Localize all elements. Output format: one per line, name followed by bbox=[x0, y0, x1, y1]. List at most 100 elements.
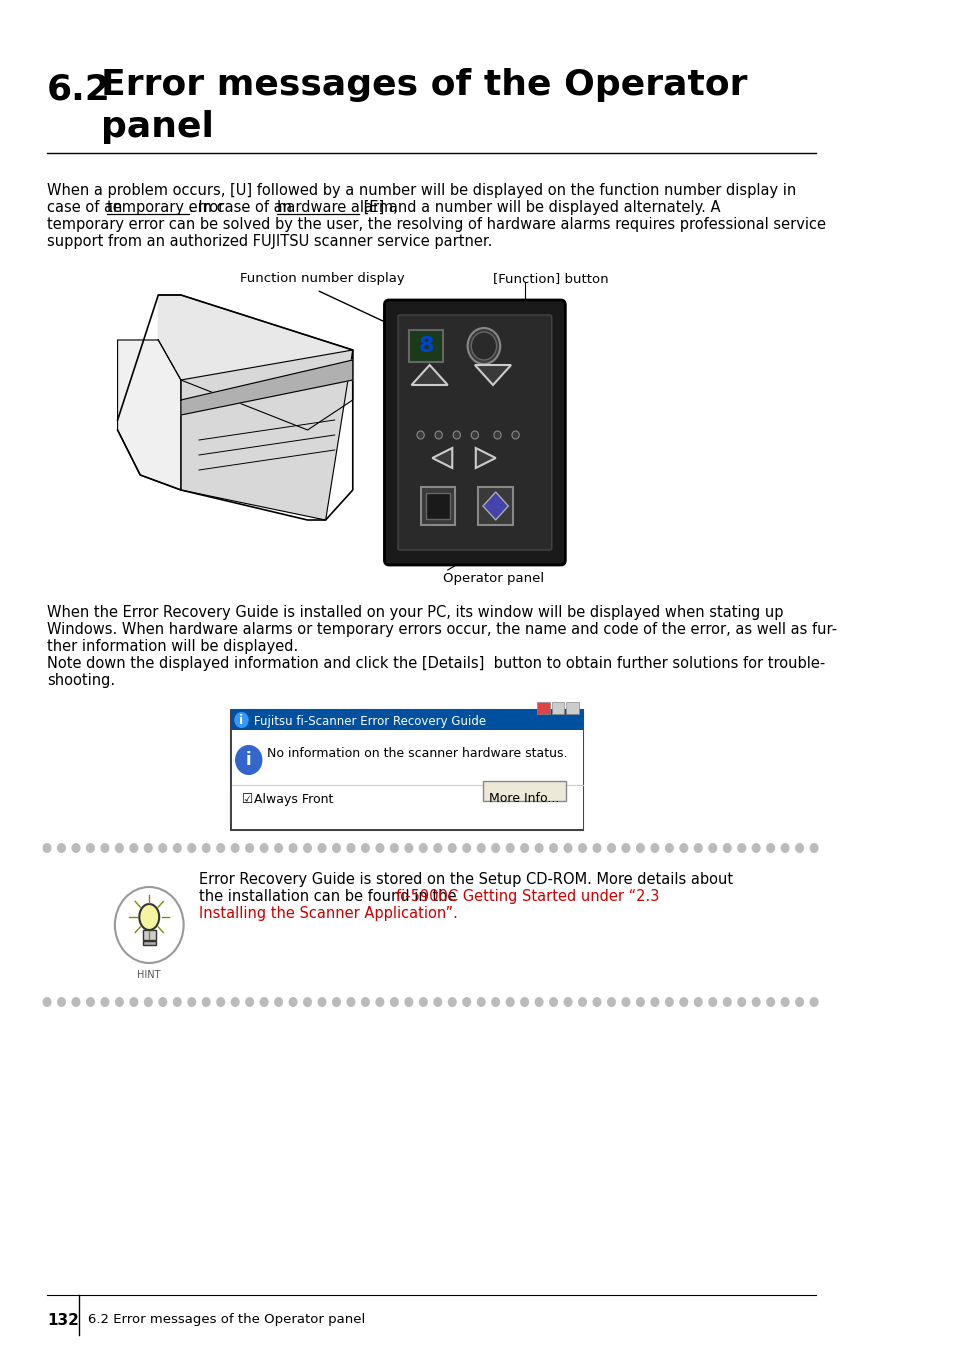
FancyBboxPatch shape bbox=[384, 300, 565, 565]
Text: 6.2: 6.2 bbox=[47, 72, 111, 105]
Text: No information on the scanner hardware status.: No information on the scanner hardware s… bbox=[267, 747, 567, 761]
FancyBboxPatch shape bbox=[397, 315, 551, 550]
Circle shape bbox=[751, 997, 760, 1006]
Circle shape bbox=[664, 843, 673, 852]
Circle shape bbox=[303, 843, 312, 852]
Circle shape bbox=[563, 997, 572, 1006]
Circle shape bbox=[390, 843, 398, 852]
Circle shape bbox=[471, 431, 478, 439]
Text: i: i bbox=[246, 751, 252, 769]
Circle shape bbox=[794, 843, 803, 852]
Text: support from an authorized FUJITSU scanner service partner.: support from an authorized FUJITSU scann… bbox=[47, 234, 492, 249]
Circle shape bbox=[114, 888, 183, 963]
Circle shape bbox=[679, 843, 688, 852]
Circle shape bbox=[578, 997, 586, 1006]
Circle shape bbox=[346, 997, 355, 1006]
Circle shape bbox=[620, 997, 630, 1006]
Text: [Function] button: [Function] button bbox=[493, 272, 608, 285]
Circle shape bbox=[245, 997, 253, 1006]
Circle shape bbox=[144, 997, 152, 1006]
FancyBboxPatch shape bbox=[231, 711, 583, 830]
Ellipse shape bbox=[139, 904, 159, 929]
Circle shape bbox=[494, 431, 500, 439]
Bar bbox=[537, 703, 549, 713]
Circle shape bbox=[693, 997, 702, 1006]
Ellipse shape bbox=[467, 328, 499, 363]
Circle shape bbox=[86, 843, 95, 852]
Bar bbox=[566, 703, 578, 713]
Circle shape bbox=[86, 997, 95, 1006]
Circle shape bbox=[592, 997, 601, 1006]
Circle shape bbox=[476, 997, 485, 1006]
Circle shape bbox=[216, 843, 225, 852]
Circle shape bbox=[433, 997, 442, 1006]
Circle shape bbox=[332, 997, 340, 1006]
Text: fi-5900C Getting Started under “2.3: fi-5900C Getting Started under “2.3 bbox=[396, 889, 659, 904]
Circle shape bbox=[416, 431, 424, 439]
Circle shape bbox=[317, 843, 326, 852]
Circle shape bbox=[201, 843, 211, 852]
Circle shape bbox=[172, 843, 182, 852]
Circle shape bbox=[737, 997, 745, 1006]
Circle shape bbox=[491, 997, 499, 1006]
Text: [E] and a number will be displayed alternately. A: [E] and a number will be displayed alter… bbox=[358, 200, 720, 215]
Circle shape bbox=[114, 843, 124, 852]
Circle shape bbox=[453, 431, 460, 439]
Circle shape bbox=[390, 997, 398, 1006]
Text: ☑: ☑ bbox=[241, 793, 253, 807]
Text: temporary error can be solved by the user, the resolving of hardware alarms requ: temporary error can be solved by the use… bbox=[47, 218, 825, 232]
Circle shape bbox=[259, 997, 269, 1006]
Circle shape bbox=[187, 997, 196, 1006]
Circle shape bbox=[549, 843, 558, 852]
Circle shape bbox=[512, 431, 518, 439]
Circle shape bbox=[751, 843, 760, 852]
Circle shape bbox=[360, 843, 370, 852]
Text: . In case of an: . In case of an bbox=[189, 200, 296, 215]
Circle shape bbox=[462, 997, 471, 1006]
Polygon shape bbox=[181, 359, 353, 415]
Circle shape bbox=[130, 997, 138, 1006]
Circle shape bbox=[100, 997, 110, 1006]
Circle shape bbox=[549, 997, 558, 1006]
Text: Function number display: Function number display bbox=[239, 272, 404, 285]
Circle shape bbox=[620, 843, 630, 852]
Circle shape bbox=[71, 843, 80, 852]
Text: 132: 132 bbox=[47, 1313, 79, 1328]
Circle shape bbox=[288, 843, 297, 852]
Circle shape bbox=[235, 746, 261, 774]
Circle shape bbox=[231, 997, 239, 1006]
Text: case of an: case of an bbox=[47, 200, 127, 215]
Circle shape bbox=[462, 843, 471, 852]
Circle shape bbox=[722, 997, 731, 1006]
Circle shape bbox=[534, 843, 543, 852]
Circle shape bbox=[57, 997, 66, 1006]
Circle shape bbox=[375, 843, 384, 852]
Circle shape bbox=[809, 843, 818, 852]
Text: Fujitsu fi-Scanner Error Recovery Guide: Fujitsu fi-Scanner Error Recovery Guide bbox=[253, 715, 486, 728]
Text: HINT: HINT bbox=[137, 970, 161, 979]
Circle shape bbox=[707, 843, 717, 852]
Circle shape bbox=[245, 843, 253, 852]
Circle shape bbox=[650, 843, 659, 852]
Circle shape bbox=[303, 997, 312, 1006]
Bar bbox=[420, 486, 455, 526]
Circle shape bbox=[693, 843, 702, 852]
Circle shape bbox=[259, 843, 269, 852]
Circle shape bbox=[636, 843, 644, 852]
Bar bbox=[143, 929, 155, 940]
FancyBboxPatch shape bbox=[482, 781, 566, 801]
Circle shape bbox=[57, 843, 66, 852]
Polygon shape bbox=[432, 449, 452, 467]
Circle shape bbox=[100, 843, 110, 852]
Circle shape bbox=[679, 997, 688, 1006]
Text: Windows. When hardware alarms or temporary errors occur, the name and code of th: Windows. When hardware alarms or tempora… bbox=[47, 621, 837, 638]
Circle shape bbox=[201, 997, 211, 1006]
Polygon shape bbox=[158, 295, 353, 430]
Circle shape bbox=[144, 843, 152, 852]
Circle shape bbox=[505, 843, 514, 852]
Text: 6.2 Error messages of the Operator panel: 6.2 Error messages of the Operator panel bbox=[88, 1313, 365, 1325]
Bar bbox=[478, 486, 513, 526]
Circle shape bbox=[563, 843, 572, 852]
Text: More Info...: More Info... bbox=[489, 792, 559, 805]
Circle shape bbox=[765, 997, 775, 1006]
